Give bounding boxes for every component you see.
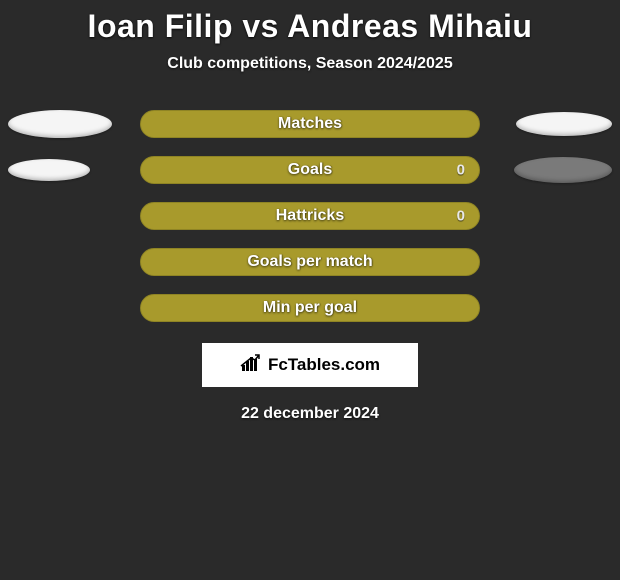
subtitle: Club competitions, Season 2024/2025 <box>0 55 620 73</box>
stat-value-right: 0 <box>457 162 465 179</box>
stats-block: Matches Goals 0 Hattricks 0 Goals per match Mi… <box>0 101 620 331</box>
right-value-ellipse <box>514 157 612 183</box>
stat-row: Matches <box>0 101 620 147</box>
left-value-ellipse <box>8 110 112 138</box>
date-text: 22 december 2024 <box>0 405 620 423</box>
stat-label: Goals <box>288 161 332 179</box>
stat-label: Matches <box>278 115 342 133</box>
stat-label: Min per goal <box>263 299 357 317</box>
publisher-label: FcTables.com <box>268 355 380 375</box>
stat-row: Min per goal <box>0 285 620 331</box>
stat-bar: Matches <box>140 110 480 138</box>
page-title: Ioan Filip vs Andreas Mihaiu <box>0 8 620 45</box>
stat-bar: Min per goal <box>140 294 480 322</box>
right-value-ellipse <box>516 112 612 136</box>
stat-value-right: 0 <box>457 208 465 225</box>
stat-row: Goals 0 <box>0 147 620 193</box>
bars-icon <box>240 353 264 378</box>
left-value-ellipse <box>8 159 90 181</box>
stat-row: Hattricks 0 <box>0 193 620 239</box>
comparison-infographic: Ioan Filip vs Andreas Mihaiu Club compet… <box>0 0 620 423</box>
stat-bar: Hattricks 0 <box>140 202 480 230</box>
stat-bar: Goals 0 <box>140 156 480 184</box>
stat-row: Goals per match <box>0 239 620 285</box>
stat-label: Goals per match <box>247 253 372 271</box>
publisher-box[interactable]: FcTables.com <box>202 343 418 387</box>
stat-bar: Goals per match <box>140 248 480 276</box>
stat-label: Hattricks <box>276 207 344 225</box>
